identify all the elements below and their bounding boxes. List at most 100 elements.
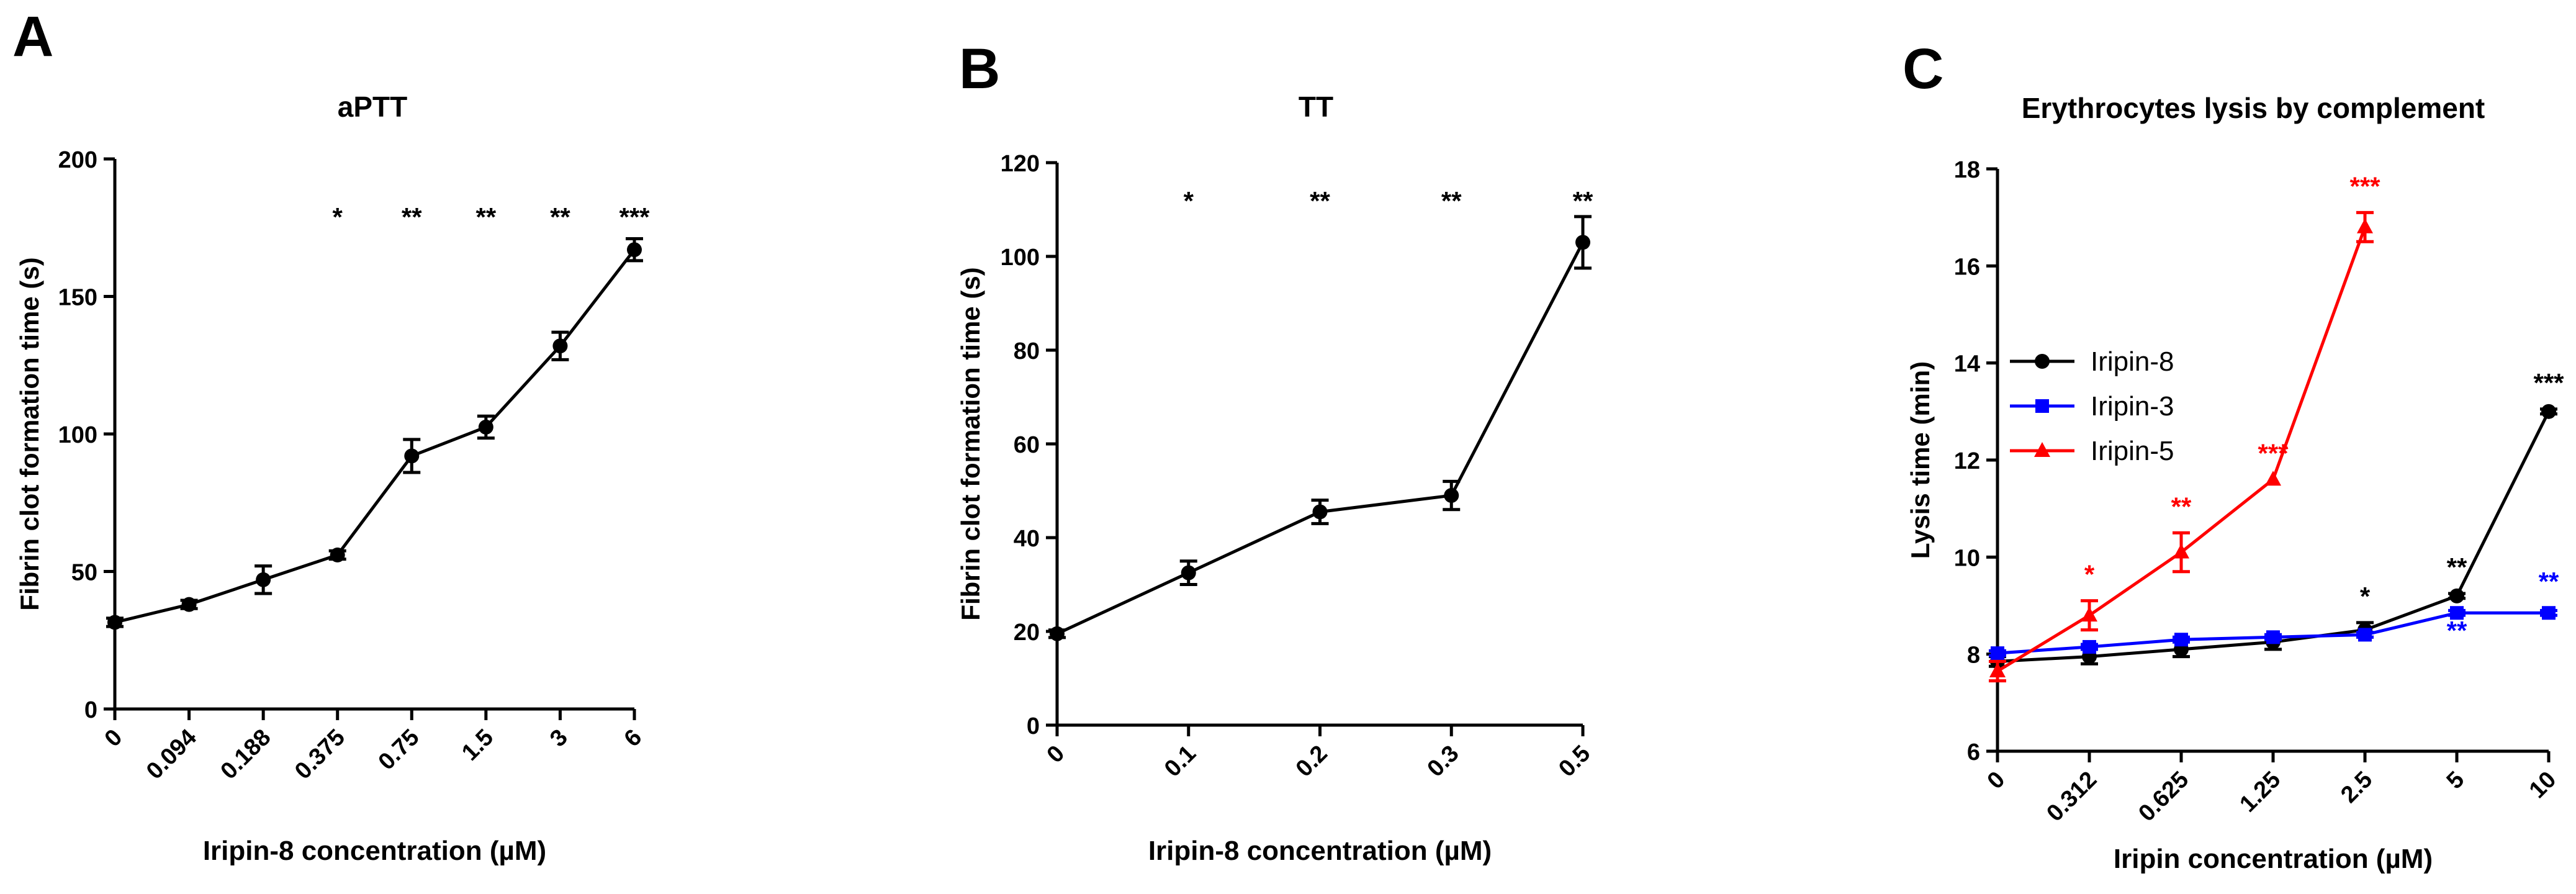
significance-mark: *** [2533, 368, 2564, 397]
legend-marker [2035, 354, 2050, 369]
significance-mark: * [2084, 560, 2095, 589]
data-point [256, 572, 271, 587]
significance-mark: * [2360, 582, 2371, 611]
significance-mark: *** [619, 202, 650, 232]
panel-label: C [1903, 37, 1943, 101]
x-tick-label: 6 [619, 725, 647, 752]
x-tick-label: 0.2 [1291, 741, 1333, 782]
series-line [1996, 226, 2367, 673]
data-point [107, 615, 122, 630]
data-point [2083, 639, 2096, 654]
panel-label: B [959, 37, 1000, 101]
x-tick-label: 1.25 [2235, 767, 2286, 818]
y-tick-label: 0 [84, 697, 97, 723]
panel-b: B TT 0 20 40 60 80 100 120 0 0.1 0.2 0.3 0.5 Fibrin cl… [956, 37, 1595, 866]
x-tick-label: 0.312 [2042, 767, 2102, 827]
x-tick-label: 2.5 [2336, 767, 2377, 808]
x-tick-label: 0.1 [1160, 741, 1201, 782]
x-tick-label: 1.5 [457, 725, 498, 766]
series-line [1056, 242, 1585, 636]
series-line [114, 248, 636, 624]
x-tick-label: 0.188 [216, 725, 276, 785]
x-tick-label: 0 [100, 725, 128, 752]
significance-mark: ** [1573, 186, 1593, 215]
y-axis-label: Lysis time (min) [1906, 361, 1935, 559]
x-tick-label: 0.75 [374, 725, 425, 775]
significance-mark: ** [1441, 186, 1462, 215]
y-tick-label: 20 [1014, 620, 1040, 646]
chart-title: aPTT [338, 91, 407, 123]
x-tick-label: 0.625 [2133, 767, 2194, 827]
data-point [1991, 646, 2004, 661]
y-tick-label: 60 [1014, 432, 1040, 458]
significance-mark: ** [476, 202, 497, 232]
legend-label: Iripin-3 [2091, 391, 2174, 422]
x-tick-label: 0.3 [1423, 741, 1464, 782]
data-point [2357, 218, 2373, 233]
data-point [1050, 626, 1065, 641]
data-point [1312, 504, 1328, 520]
data-point [1989, 662, 2006, 678]
x-tick-label: 3 [545, 725, 573, 752]
y-tick-label: 50 [71, 560, 97, 586]
significance-mark: ** [402, 202, 422, 232]
data-point [1181, 565, 1196, 580]
series-series-0 [1048, 215, 1592, 641]
x-tick-label: 5 [2442, 767, 2470, 795]
y-tick-label: 18 [1954, 157, 1980, 183]
data-point [2449, 588, 2464, 603]
legend-label: Iripin-8 [2091, 346, 2174, 377]
significance-mark: *** [2349, 171, 2380, 201]
chart-title: TT [1299, 91, 1333, 123]
series-iripin-5 [1989, 210, 2374, 683]
data-point [404, 448, 420, 464]
data-point [2358, 628, 2372, 642]
y-tick-label: 150 [58, 285, 97, 311]
y-tick-label: 80 [1014, 338, 1040, 364]
significance-mark: ** [2539, 567, 2559, 596]
significance-mark: ** [2447, 616, 2467, 645]
y-tick-label: 12 [1954, 448, 1980, 474]
significance-mark: ** [2171, 492, 2192, 521]
y-tick-label: 6 [1967, 739, 1980, 765]
x-tick-label: 0.375 [290, 725, 350, 785]
data-point [2450, 606, 2464, 620]
significance-mark: * [333, 202, 343, 232]
x-tick-label: 0 [1983, 767, 2011, 795]
data-point [1575, 235, 1590, 250]
data-point [1444, 488, 1459, 503]
significance-mark: ** [1310, 186, 1330, 215]
x-axis-label: Iripin-8 concentration (µM) [203, 836, 546, 866]
y-tick-label: 0 [1027, 713, 1040, 739]
legend: Iripin-8 Iripin-3 Iripin-5 [2010, 346, 2174, 466]
significance-mark: ** [550, 202, 570, 232]
legend-label: Iripin-5 [2091, 436, 2174, 466]
data-point [2173, 543, 2189, 559]
data-point [2081, 607, 2097, 622]
significance-mark: * [1184, 186, 1194, 215]
y-tick-label: 8 [1967, 643, 1980, 669]
significance-mark: ** [2447, 553, 2467, 582]
y-tick-label: 14 [1954, 351, 1980, 377]
panel-label: A [12, 5, 53, 68]
series-series-0 [106, 237, 643, 630]
y-tick-label: 100 [58, 422, 97, 448]
panel-c: C Erythrocytes lysis by complement 6 8 10 12 1… [1903, 37, 2564, 874]
y-axis-label: Fibrin clot formation time (s) [15, 257, 44, 610]
y-tick-label: 40 [1014, 526, 1040, 552]
data-point [2541, 404, 2556, 419]
series-iripin-3 [1989, 606, 2557, 661]
legend-marker [2035, 399, 2049, 413]
data-point [330, 547, 345, 562]
x-axis-label: Iripin-8 concentration (µM) [1148, 836, 1492, 866]
legend-marker [2034, 442, 2050, 457]
y-tick-label: 200 [58, 147, 97, 173]
significance-mark: *** [2258, 438, 2289, 467]
y-tick-label: 10 [1954, 545, 1980, 571]
y-tick-label: 16 [1954, 254, 1980, 280]
y-tick-label: 100 [1001, 245, 1040, 271]
x-tick-label: 10 [2524, 767, 2562, 804]
x-tick-label: 0 [1042, 741, 1070, 769]
